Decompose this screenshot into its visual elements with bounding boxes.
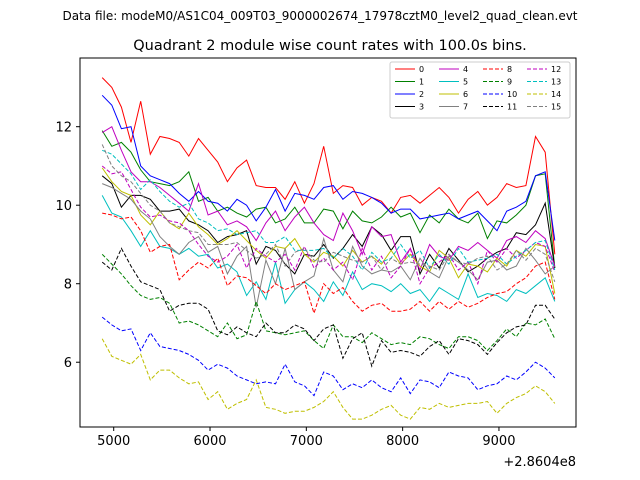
y-tick-label: 8 xyxy=(64,278,72,293)
legend-label-8: 8 xyxy=(507,65,512,74)
legend-label-12: 12 xyxy=(551,65,561,74)
series-line-2 xyxy=(101,94,556,241)
legend-label-9: 9 xyxy=(507,78,512,87)
legend-label-11: 11 xyxy=(507,103,517,112)
series-line-14 xyxy=(101,338,556,420)
legend-label-13: 13 xyxy=(551,78,561,87)
legend-label-1: 1 xyxy=(419,78,424,87)
legend-label-3: 3 xyxy=(419,103,424,112)
legend-label-0: 0 xyxy=(419,65,424,74)
y-tick-label: 10 xyxy=(55,199,72,214)
series-line-11 xyxy=(101,247,556,368)
series-line-15 xyxy=(101,144,556,282)
legend-label-4: 4 xyxy=(463,65,468,74)
x-tick-label: 5000 xyxy=(97,434,130,449)
x-offset-label: +2.8604e8 xyxy=(503,455,576,470)
legend-label-14: 14 xyxy=(551,90,561,99)
legend-label-5: 5 xyxy=(463,78,468,87)
series-line-4 xyxy=(101,125,556,272)
series-line-3 xyxy=(101,175,556,276)
x-tick-label: 6000 xyxy=(193,434,226,449)
series-line-10 xyxy=(101,316,556,397)
series-line-1 xyxy=(101,130,556,269)
plot-area xyxy=(101,77,556,420)
y-tick-label: 12 xyxy=(55,121,72,136)
series-line-0 xyxy=(101,77,556,255)
x-tick-label: 8000 xyxy=(386,434,419,449)
x-tick-label: 9000 xyxy=(482,434,515,449)
axes-frame xyxy=(79,57,577,428)
chart-title: Quadrant 2 module wise count rates with … xyxy=(133,38,527,54)
series-line-12 xyxy=(101,165,556,286)
series-line-8 xyxy=(102,212,556,315)
legend-label-10: 10 xyxy=(507,90,517,99)
figure-suptitle: Data file: modeM0/AS1C04_009T03_90000026… xyxy=(62,9,577,23)
legend-label-15: 15 xyxy=(551,103,561,112)
x-tick-label: 7000 xyxy=(290,434,323,449)
legend-box xyxy=(389,61,571,119)
series-line-9 xyxy=(101,253,556,352)
legend-label-6: 6 xyxy=(463,90,468,99)
y-tick-label: 6 xyxy=(64,356,72,371)
series-line-13 xyxy=(102,149,556,271)
legend-label-7: 7 xyxy=(463,103,468,112)
legend-label-2: 2 xyxy=(419,90,424,99)
